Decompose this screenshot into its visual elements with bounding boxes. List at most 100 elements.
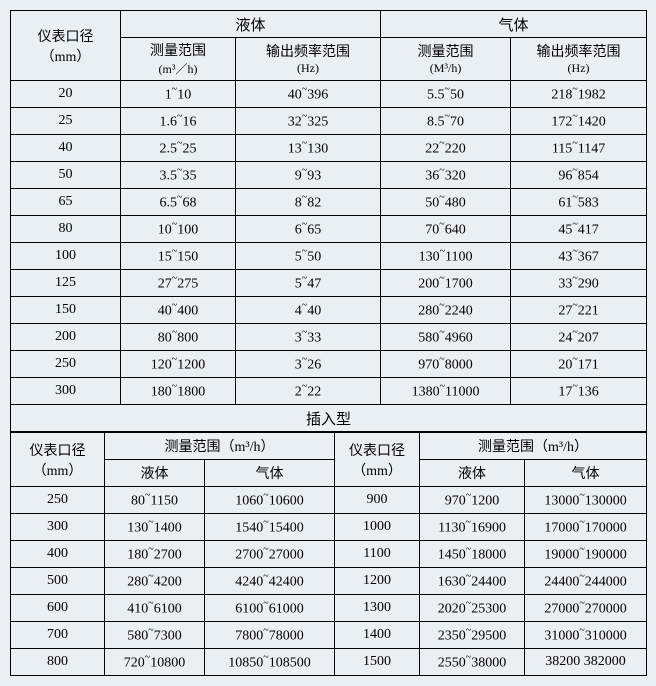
cell-g2: 27000~270000 xyxy=(525,595,647,622)
spec-table-1: 仪表口径 （mm） 液体 气体 测量范围 (m³／h) 输出频率范围 (Hz) … xyxy=(10,10,647,432)
cell-l2: 2550~38000 xyxy=(420,649,525,676)
cell-diameter: 100 xyxy=(11,243,121,270)
cell-g2: 24400~244000 xyxy=(525,568,647,595)
cell-diameter: 200 xyxy=(11,324,121,351)
cell-g2: 19000~190000 xyxy=(525,541,647,568)
cell-gas-freq: 218~1982 xyxy=(511,81,647,108)
cell-gas-range: 8.5~70 xyxy=(381,108,511,135)
cell-liquid-freq: 13~130 xyxy=(236,135,381,162)
cell-gas-freq: 96~854 xyxy=(511,162,647,189)
cell-g1: 6100~61000 xyxy=(205,595,335,622)
cell-g2: 17000~170000 xyxy=(525,514,647,541)
header-gas: 气体 xyxy=(381,11,647,38)
cell-diameter: 50 xyxy=(11,162,121,189)
hdr-unit-1: (m³／h) xyxy=(159,62,198,76)
cell-l1: 280~4200 xyxy=(105,568,205,595)
cell-d1: 700 xyxy=(11,622,105,649)
cell-l1: 410~6100 xyxy=(105,595,205,622)
cell-gas-freq: 17~136 xyxy=(511,378,647,405)
t2-header-range-1: 测量范围（m³/h） xyxy=(105,433,335,460)
hdr-unit-2: (M³/h) xyxy=(430,61,462,75)
cell-gas-freq: 43~367 xyxy=(511,243,647,270)
cell-l2: 1630~24400 xyxy=(420,568,525,595)
cell-l2: 2020~25300 xyxy=(420,595,525,622)
cell-d2: 1000 xyxy=(335,514,420,541)
t2-hdr-liquid-1: 液体 xyxy=(105,460,205,487)
hdr-mrange-1: 测量范围 xyxy=(150,44,206,59)
cell-l1: 180~2700 xyxy=(105,541,205,568)
table-row: 12527~2755~47200~170033~290 xyxy=(11,270,647,297)
cell-diameter: 20 xyxy=(11,81,121,108)
cell-gas-range: 280~2240 xyxy=(381,297,511,324)
t2-hdr-d2-unit: （mm） xyxy=(352,464,402,479)
cell-d1: 400 xyxy=(11,541,105,568)
cell-g1: 4240~42400 xyxy=(205,568,335,595)
spec-table-2: 仪表口径 （mm） 测量范围（m³/h） 仪表口径 （mm） 测量范围（m³/h… xyxy=(10,432,647,676)
cell-diameter: 250 xyxy=(11,351,121,378)
cell-liquid-range: 27~275 xyxy=(121,270,236,297)
cell-liquid-freq: 3~26 xyxy=(236,351,381,378)
cell-d2: 900 xyxy=(335,487,420,514)
cell-diameter: 25 xyxy=(11,108,121,135)
table-row: 656.5~688~8250~48061~583 xyxy=(11,189,647,216)
cell-l1: 130~1400 xyxy=(105,514,205,541)
t2-header-diameter-2: 仪表口径 （mm） xyxy=(335,433,420,487)
t2-header-range-2: 测量范围（m³/h） xyxy=(420,433,647,460)
cell-liquid-range: 3.5~35 xyxy=(121,162,236,189)
cell-g1: 10850~108500 xyxy=(205,649,335,676)
cell-g1: 2700~27000 xyxy=(205,541,335,568)
t2-hdr-gas-2: 气体 xyxy=(525,460,647,487)
cell-diameter: 125 xyxy=(11,270,121,297)
table-row: 503.5~359~9336~32096~854 xyxy=(11,162,647,189)
cell-g2: 13000~130000 xyxy=(525,487,647,514)
cell-d1: 500 xyxy=(11,568,105,595)
table-row: 800720~1080010850~10850015002550~3800038… xyxy=(11,649,647,676)
cell-l2: 970~1200 xyxy=(420,487,525,514)
cell-diameter: 150 xyxy=(11,297,121,324)
header-diameter: 仪表口径 （mm） xyxy=(11,11,121,81)
cell-diameter: 80 xyxy=(11,216,121,243)
table-row: 251.6~1632~3258.5~70172~1420 xyxy=(11,108,647,135)
cell-gas-range: 70~640 xyxy=(381,216,511,243)
cell-d1: 250 xyxy=(11,487,105,514)
table-row: 600410~61006100~6100013002020~2530027000… xyxy=(11,595,647,622)
cell-gas-range: 580~4960 xyxy=(381,324,511,351)
cell-liquid-range: 10~100 xyxy=(121,216,236,243)
table-row: 700580~73007800~7800014002350~2950031000… xyxy=(11,622,647,649)
hdr-hz-1: (Hz) xyxy=(297,61,319,75)
table-row: 20080~8003~33580~496024~207 xyxy=(11,324,647,351)
cell-gas-range: 50~480 xyxy=(381,189,511,216)
insert-type-header: 插入型 xyxy=(11,405,647,432)
cell-d2: 1100 xyxy=(335,541,420,568)
cell-gas-range: 970~8000 xyxy=(381,351,511,378)
cell-gas-range: 130~1100 xyxy=(381,243,511,270)
table-row: 10015~1505~50130~110043~367 xyxy=(11,243,647,270)
cell-gas-freq: 24~207 xyxy=(511,324,647,351)
cell-g2: 31000~310000 xyxy=(525,622,647,649)
cell-liquid-range: 40~400 xyxy=(121,297,236,324)
cell-g2: 38200 382000 xyxy=(525,649,647,676)
table-row: 250120~12003~26970~800020~171 xyxy=(11,351,647,378)
table-row: 15040~4004~40280~224027~221 xyxy=(11,297,647,324)
cell-liquid-freq: 6~65 xyxy=(236,216,381,243)
header-gas-freq: 输出频率范围 (Hz) xyxy=(511,38,647,81)
cell-liquid-freq: 5~47 xyxy=(236,270,381,297)
cell-l2: 1450~18000 xyxy=(420,541,525,568)
cell-liquid-freq: 8~82 xyxy=(236,189,381,216)
cell-gas-freq: 61~583 xyxy=(511,189,647,216)
t2-hdr-d2-label: 仪表口径 xyxy=(349,444,405,459)
cell-liquid-range: 1.6~16 xyxy=(121,108,236,135)
cell-d1: 300 xyxy=(11,514,105,541)
header-gas-range: 测量范围 (M³/h) xyxy=(381,38,511,81)
cell-gas-freq: 115~1147 xyxy=(511,135,647,162)
cell-gas-freq: 172~1420 xyxy=(511,108,647,135)
cell-gas-range: 36~320 xyxy=(381,162,511,189)
cell-liquid-freq: 9~93 xyxy=(236,162,381,189)
cell-gas-freq: 20~171 xyxy=(511,351,647,378)
cell-liquid-range: 6.5~68 xyxy=(121,189,236,216)
t2-hdr-gas-1: 气体 xyxy=(205,460,335,487)
table-row: 300130~14001540~1540010001130~1690017000… xyxy=(11,514,647,541)
hdr-diameter-unit: （mm） xyxy=(41,50,91,65)
hdr-ofreq-2: 输出频率范围 xyxy=(537,45,621,60)
cell-liquid-range: 180~1800 xyxy=(121,378,236,405)
